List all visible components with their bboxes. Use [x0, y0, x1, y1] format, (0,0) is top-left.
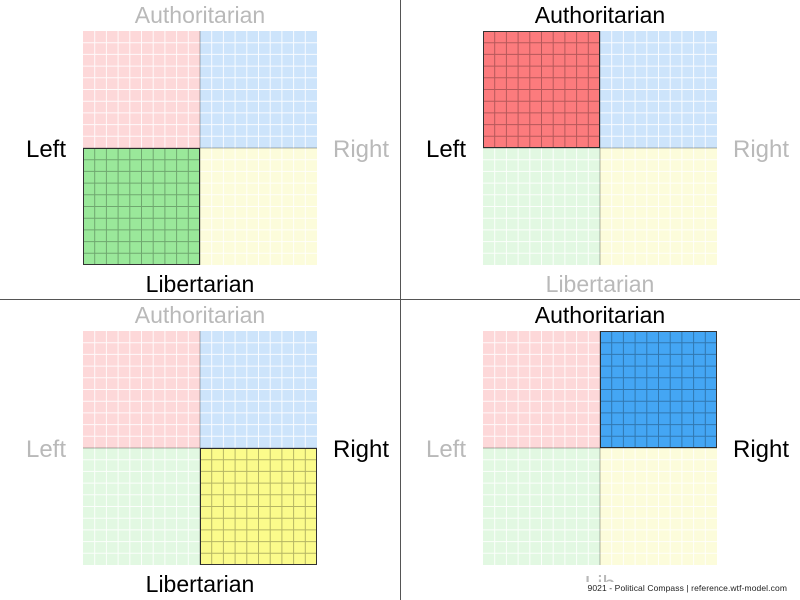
label-right: Right	[333, 436, 389, 463]
quadrant-cell-grid	[200, 148, 317, 265]
quadrant-cell-grid	[600, 31, 717, 148]
quadrant-auth-right-highlighted	[600, 331, 717, 448]
quadrant-cell-grid	[600, 148, 717, 265]
quadrant-cell-grid	[83, 148, 200, 265]
quadrant-cell-grid	[200, 448, 317, 565]
label-left: Left	[426, 136, 466, 163]
label-authoritarian: Authoritarian	[535, 302, 665, 328]
quadrant-cell-grid	[83, 31, 200, 148]
quadrant-highlight-border	[200, 448, 317, 565]
quadrant-cell-grid	[83, 331, 200, 448]
quadrant-lib-right-highlighted	[200, 448, 317, 565]
compass-panel-lib-right: Authoritarian Libertarian Left Right	[26, 302, 389, 597]
quadrant-highlight-border	[483, 31, 600, 148]
quadrant-cell-grid	[483, 31, 600, 148]
watermark: 9021 - Political Compass | reference.wtf…	[584, 582, 790, 594]
label-authoritarian: Authoritarian	[535, 2, 665, 28]
quadrant-auth-left-highlighted	[483, 31, 600, 148]
label-left: Left	[426, 436, 466, 463]
quadrant-cell-grid	[483, 448, 600, 565]
quadrant-cell-grid	[600, 331, 717, 448]
label-right: Right	[733, 436, 789, 463]
compass-panel-lib-left: Authoritarian Libertarian Left Right	[26, 2, 389, 297]
label-libertarian: Libertarian	[146, 271, 255, 297]
quadrant-cell-grid	[200, 331, 317, 448]
quadrant-cell-grid	[600, 448, 717, 565]
label-left: Left	[26, 136, 66, 163]
label-libertarian: Libertarian	[146, 571, 255, 597]
label-libertarian: Libertarian	[546, 271, 655, 297]
quadrant-highlight-border	[600, 331, 717, 448]
quadrant-cell-grid	[200, 31, 317, 148]
quadrant-lib-left-highlighted	[83, 148, 200, 265]
label-right: Right	[333, 136, 389, 163]
compass-panel-auth-left: Authoritarian Libertarian Left Right	[426, 2, 789, 297]
label-authoritarian: Authoritarian	[135, 302, 265, 328]
label-right: Right	[733, 136, 789, 163]
quadrant-cell-grid	[483, 331, 600, 448]
quadrant-highlight-border	[83, 148, 200, 265]
compass-panel-auth-right: AuthoritarianLibLeftRight	[426, 302, 789, 597]
label-authoritarian: Authoritarian	[135, 2, 265, 28]
quadrant-cell-grid	[83, 448, 200, 565]
quadrant-cell-grid	[483, 148, 600, 265]
label-left: Left	[26, 436, 66, 463]
